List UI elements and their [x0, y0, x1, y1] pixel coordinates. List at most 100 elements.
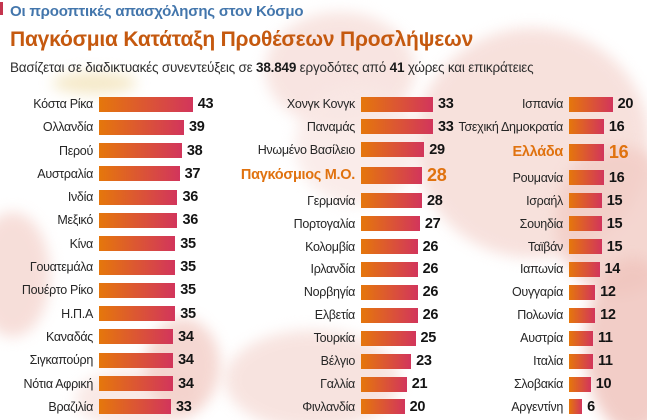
bar-label: Η.Π.Α	[61, 306, 93, 321]
bar-value: 16	[608, 118, 625, 135]
subtitle-text: χώρες και επικράτειες	[404, 60, 534, 75]
chart-row: Ινδία 36	[0, 189, 213, 205]
bar-label: Ιταλία	[533, 354, 563, 369]
chart-row: Βέλγιο 23	[219, 353, 453, 369]
chart-row: Τσεχική Δημοκρατία 16	[437, 119, 633, 135]
bar-label: Παναμάς	[306, 119, 355, 134]
bar-value: 15	[606, 238, 623, 255]
chart-row: Ιρλανδία 26	[219, 261, 453, 277]
bar-value: 36	[182, 212, 198, 229]
bar-label: Πουέρτο Ρίκο	[21, 283, 93, 298]
bar	[99, 166, 180, 182]
bar	[361, 239, 418, 255]
bar	[569, 216, 602, 232]
bar	[361, 376, 407, 392]
bar	[99, 376, 174, 392]
bar-value: 11	[597, 330, 613, 347]
bar-label: Ισπανία	[521, 97, 563, 111]
bar-label: Χονγκ Κονγκ	[286, 97, 355, 111]
bar-label: Ουγγαρία	[512, 285, 563, 300]
chart-row: Γουατεμάλα 35	[0, 259, 213, 275]
bar-label: Σιγκαπούρη	[29, 353, 94, 368]
chart-row: Σλοβακία 10	[437, 376, 633, 392]
bar-value: 21	[411, 376, 428, 393]
bar-value: 34	[178, 375, 194, 392]
bar-label: Κολομβία	[305, 239, 355, 254]
bar-value: 38	[186, 142, 203, 159]
bar	[361, 216, 420, 232]
chart-row: Πουέρτο Ρίκο 35	[0, 282, 213, 298]
bar	[99, 212, 178, 228]
countries-count: 41	[389, 60, 405, 75]
bar	[361, 193, 423, 209]
bar-label: Γερμανία	[307, 193, 355, 208]
chart-row: Ισπανία 20	[437, 96, 633, 112]
bar-value: 34	[178, 352, 194, 369]
bar	[569, 376, 591, 392]
bar	[99, 259, 176, 275]
bar-value: 15	[606, 192, 623, 209]
bar-label: Σουηδία	[519, 216, 564, 231]
page-title: Παγκόσμια Κατάταξη Προθέσεων Προσλήψεων	[10, 28, 474, 51]
chart-row: Καναδάς 34	[0, 329, 213, 345]
bar	[361, 119, 433, 135]
bar-value: 28	[427, 164, 447, 185]
bar	[361, 142, 425, 158]
bar	[361, 330, 416, 346]
chart-row: Ταϊβάν 15	[437, 239, 633, 255]
bar-value: 26	[422, 261, 439, 278]
bar-label: Σλοβακία	[513, 377, 563, 392]
bar-label: Ελλάδα	[512, 144, 564, 161]
chart-row: Ολλανδία 39	[0, 119, 213, 135]
chart-row: Ιαπωνία 14	[437, 261, 633, 277]
bar-value: 35	[180, 235, 196, 252]
bar	[569, 239, 602, 255]
bar	[569, 261, 600, 277]
bar-value: 20	[617, 96, 634, 112]
bar-value: 33	[437, 96, 454, 112]
bar-label: Νορβηγία	[303, 285, 355, 300]
bar-label: Τσεχική Δημοκρατία	[458, 119, 564, 134]
bar	[361, 353, 412, 369]
chart-row: Ηνωμένο Βασίλειο 29	[219, 142, 453, 158]
bar-value: 33	[437, 118, 454, 135]
kicker-title: Οι προοπτικές απασχόλησης στον Κόσμο	[10, 3, 304, 20]
bar	[99, 352, 174, 368]
bar	[99, 189, 178, 205]
bar	[569, 330, 593, 346]
bar-value: 39	[189, 119, 205, 136]
bar-label: Κόστα Ρίκα	[33, 97, 93, 111]
bar-label: Ιαπωνία	[519, 262, 563, 277]
chart-row: Σουηδία 15	[437, 216, 633, 232]
chart-row: Χονγκ Κονγκ 33	[219, 96, 454, 112]
bar-label: Γαλλία	[320, 377, 355, 392]
bar	[99, 282, 176, 298]
bar	[361, 284, 418, 300]
chart-row: Κολομβία 26	[219, 239, 453, 255]
bar-label: Ολλανδία	[42, 120, 93, 135]
left-accent-mark	[0, 2, 3, 15]
chart-row: Περού 38	[0, 143, 213, 159]
bar-value: 16	[608, 169, 625, 186]
bar-label: Κίνα	[69, 236, 94, 251]
bar	[569, 193, 602, 209]
chart-column-right: Ισπανία 20 Τσεχική Δημοκρατία 16 Ελλάδα 16 Ρου…	[437, 96, 634, 415]
bar-label: Ελβετία	[314, 308, 356, 323]
bar-value: 6	[587, 398, 595, 415]
bar	[361, 261, 418, 277]
chart-row: Μεξικό 36	[0, 212, 213, 228]
bar-label: Πολωνία	[517, 308, 563, 323]
bar-value: 28	[427, 192, 443, 209]
bar	[361, 166, 423, 184]
chart-row: Ουγγαρία 12	[437, 284, 633, 300]
bar-label: Καναδάς	[46, 329, 93, 344]
bar-label: Ρουμανία	[512, 170, 564, 185]
chart-row: Ρουμανία 16	[437, 170, 633, 186]
bar	[569, 96, 613, 112]
chart-row: Σιγκαπούρη 34	[0, 352, 213, 368]
chart-row: Αργεντίνη 6	[437, 399, 633, 415]
bar	[99, 96, 193, 112]
chart-column-left: Κόστα Ρίκα 43 Ολλανδία 39 Περού 38 Αυστραλία 37…	[0, 96, 214, 415]
chart-row: Νότια Αφρική 34	[0, 376, 213, 392]
bar-value: 15	[606, 215, 623, 232]
